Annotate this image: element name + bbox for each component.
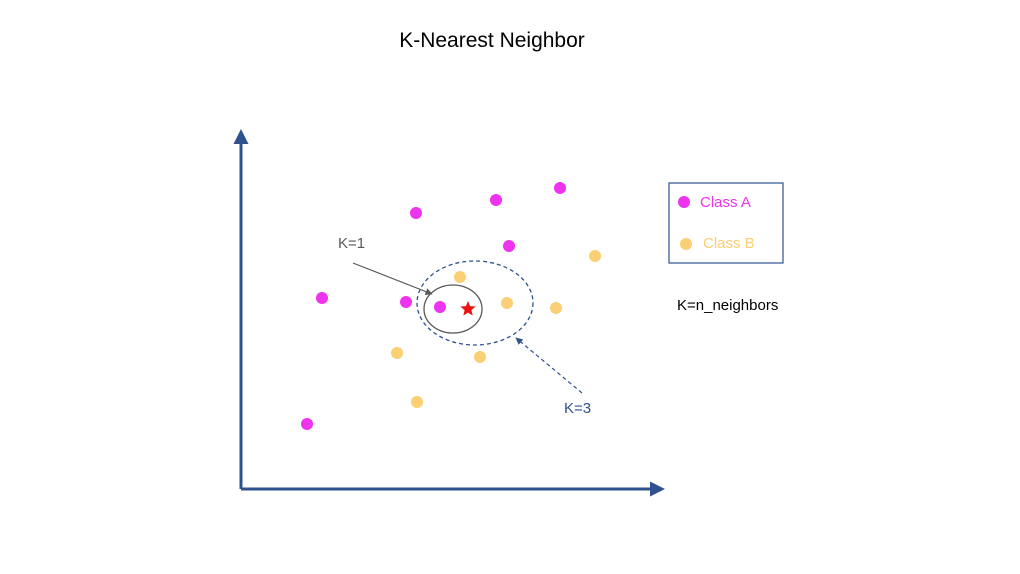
class-b-point (501, 297, 513, 309)
k3-label: K=3 (564, 400, 591, 417)
diagram-title: K-Nearest Neighbor (399, 29, 585, 52)
red-star-icon (460, 301, 476, 316)
k3-neighborhood-circle (416, 260, 534, 346)
class-a-point (554, 182, 566, 194)
class-b-point (474, 351, 486, 363)
class-a-point (316, 292, 328, 304)
class-b-point (391, 347, 403, 359)
k1-label: K=1 (338, 235, 365, 252)
legend-label-class-b: Class B (703, 235, 755, 252)
k3-arrow (515, 337, 583, 394)
k1-neighborhood-circle (423, 284, 483, 334)
class-b-point (411, 396, 423, 408)
class-a-point (301, 418, 313, 430)
legend-label-class-a: Class A (700, 194, 751, 211)
k-definition-note: K=n_neighbors (677, 297, 778, 314)
legend: Class A Class B (668, 182, 784, 264)
class-a-point (410, 207, 422, 219)
class-a-point (490, 194, 502, 206)
legend-swatch-class-a (678, 196, 690, 208)
class-b-point (550, 302, 562, 314)
legend-swatch-class-b (680, 238, 692, 250)
class-b-point (454, 271, 466, 283)
legend-box (668, 182, 784, 264)
class-a-point (434, 301, 446, 313)
class-b-point (589, 250, 601, 262)
class-a-point (503, 240, 515, 252)
k1-arrow (352, 262, 433, 295)
class-a-point (400, 296, 412, 308)
